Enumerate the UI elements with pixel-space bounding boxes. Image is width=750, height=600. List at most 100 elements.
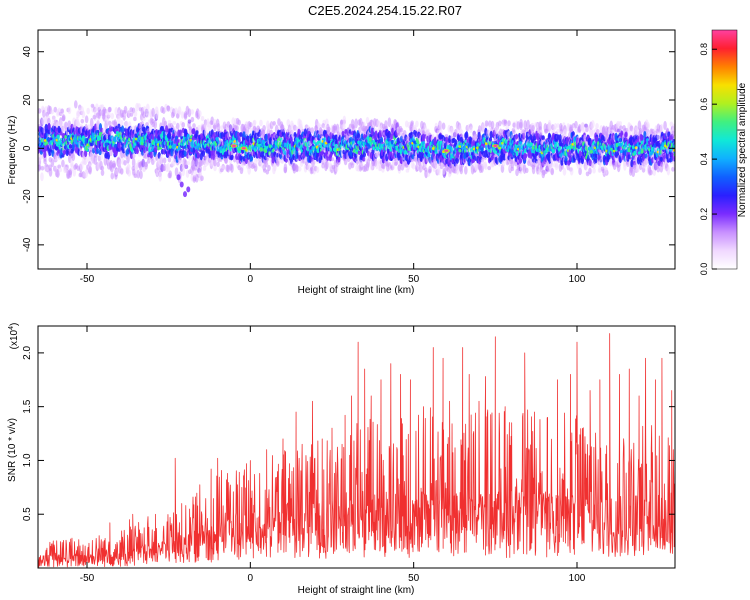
spectrogram-cell [110,172,115,180]
spectrogram-cell [351,124,355,130]
spectrogram-cell [484,120,489,127]
spectrogram-cell [70,148,74,154]
spectrogram-cell [212,118,217,127]
spectrogram-cell [458,148,462,153]
spectrogram-cell [290,122,295,133]
spectrogram-cell [81,128,86,133]
spectrogram-cell [235,125,239,132]
spectrogram-cell [50,109,54,115]
spectrogram-cell [110,112,115,120]
spectrogram-cell [330,157,335,162]
spectrogram-cell [155,109,159,120]
spectrogram-band [38,100,675,198]
spectrogram-cell [264,149,268,154]
spectrogram-cell [57,107,62,114]
spectrogram-cell [216,122,221,131]
spectrogram-cell [167,156,172,163]
spectrogram-cell [96,148,100,154]
spectrogram-cell [114,106,119,116]
spectrogram-cell [259,147,263,152]
spectrogram-cell [61,114,66,122]
spectrogram-cell [393,161,398,166]
spectrogram-cell [465,131,469,139]
spectrogram-cell [455,165,460,175]
spectrogram-cell [153,119,157,130]
spectrogram-cell [531,124,535,132]
spectrogram-cell [162,157,167,164]
spectrogram-cell [550,167,555,176]
spectrogram-cell [183,150,187,157]
spectrogram-cell [38,164,42,171]
spectrogram-cell [84,115,89,124]
spectrogram-cell [80,118,85,124]
spectrogram-cell [126,163,131,170]
spectrogram-cell [145,103,150,112]
spectrogram-cell [221,165,226,170]
spectrogram-cell [239,167,244,175]
spectrogram-cell [145,113,150,118]
spectrogram-cell [50,158,55,168]
spectrogram-cell [141,158,146,168]
spectrogram-cell [40,172,44,182]
spectrogram-cell [67,120,71,128]
spectrogram-cell [119,168,124,175]
spectrogram-cell [180,111,185,119]
spectrogram-cell [212,124,217,130]
spectrogram-cell [59,119,63,128]
spectrogram-cell [167,172,172,179]
spectrogram-cell [399,128,404,133]
spectrogram-cell [310,127,315,134]
spectrogram-cell [387,117,392,128]
spectrogram-cell [249,155,254,162]
spectrogram-cell [124,120,129,130]
spectrogram-cell [239,154,243,161]
spectrogram-cell [133,173,138,179]
spectrogram-cell [209,124,214,129]
spectrogram-cell [551,148,555,154]
spectrogram-cell [47,117,51,125]
spectrogram-cell [144,153,148,159]
spectrogram-cell [203,123,207,129]
spectrogram-cell [278,131,283,137]
spectrogram-cell [172,120,177,126]
spectrogram-cell [48,149,52,157]
spectrogram-cell [136,169,141,179]
spectrogram-cell [58,167,63,173]
spectrogram-cell [115,131,119,135]
spectrogram-cell [459,129,464,135]
spectrogram-cell [168,145,172,149]
spectrogram-cell [196,152,201,159]
spectrogram-cell [238,149,242,154]
spectrogram-cell [166,162,171,173]
spectrogram-cell [64,121,68,130]
spectrogram-cell [268,137,273,145]
spectrogram-cell [75,118,80,128]
spectrogram-cell [129,112,134,117]
spectrogram-cell [104,152,108,159]
spectrogram-cell [221,148,225,154]
spectrogram-cell [215,136,219,142]
spectrogram-cell [490,120,495,130]
spectrogram-cell [120,125,125,134]
spectrogram-cell [181,122,186,128]
spectrogram-cell [229,163,233,171]
spectrogram-cell [242,131,246,138]
spectrogram-cell [167,119,172,125]
spectrogram-cell [244,157,249,165]
spectrogram-cell [38,108,42,114]
spectrogram-cell [415,120,419,128]
spectrogram-cell [102,106,107,115]
spectrogram-cell [79,161,84,171]
spectrogram-cell [71,152,76,162]
spectrogram-cell [67,107,72,115]
spectrogram-cell [297,128,301,135]
spectrogram-cell [259,119,263,127]
spectrogram-cell [187,119,192,124]
spectrogram-cell [354,118,358,129]
spectrogram-cell [166,105,171,112]
spectrogram-cell [167,133,171,139]
spectrogram-cell [107,110,111,118]
spectrogram-cell [117,159,122,167]
spectrogram-cell [114,168,119,176]
spectrogram-cell [315,166,320,173]
